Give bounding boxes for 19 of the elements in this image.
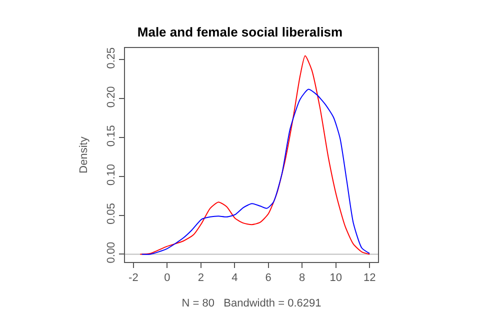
x-tick-label: 2 (198, 272, 204, 284)
x-tick-label: -2 (128, 272, 138, 284)
y-axis-title: Density (78, 136, 90, 174)
x-tick-label: 8 (299, 272, 306, 284)
y-tick-label: 0.15 (106, 125, 118, 147)
y-tick-label: 0.10 (106, 164, 118, 186)
x-tick-label: 12 (363, 272, 376, 284)
line-series (141, 88, 370, 255)
x-tick-label: 4 (232, 272, 238, 284)
x-tick-label: 10 (330, 272, 342, 284)
y-tick-label: 0.25 (106, 47, 118, 69)
y-tick-label: 0.05 (106, 202, 118, 224)
chart-title: Male and female social liberalism (137, 24, 343, 40)
line-series (140, 55, 370, 255)
x-axis-title: N = 80 Bandwidth = 0.6291 (182, 297, 322, 310)
y-tick-label: 0.20 (106, 86, 118, 108)
x-tick-label: 6 (265, 272, 272, 284)
x-tick-label: 0 (164, 272, 170, 284)
y-tick-label: 0.00 (106, 242, 118, 264)
